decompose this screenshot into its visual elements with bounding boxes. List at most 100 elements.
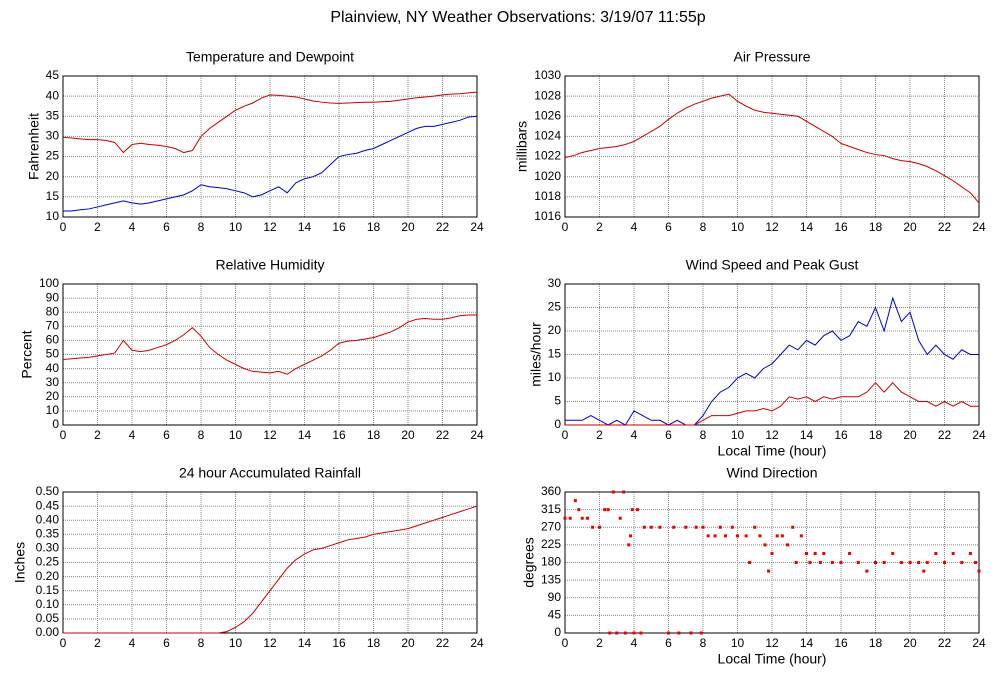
data-point [639, 631, 643, 635]
x-tick-label: 2 [596, 220, 603, 234]
x-tick-label: 10 [229, 428, 243, 442]
y-tick-label: 10 [46, 403, 60, 417]
x-tick-label: 6 [665, 636, 672, 650]
x-tick-label: 24 [972, 428, 986, 442]
data-point [630, 508, 634, 512]
x-tick-label: 20 [401, 428, 415, 442]
y-tick-label: 180 [541, 555, 561, 569]
y-tick-label: 0.40 [36, 512, 60, 526]
data-point [960, 561, 964, 564]
data-point [917, 561, 921, 564]
data-line [63, 505, 478, 634]
x-tick-label: 24 [470, 428, 484, 442]
x-tick-label: 16 [834, 220, 848, 234]
y-tick-label: 25 [548, 300, 562, 314]
x-tick-label: 22 [436, 428, 450, 442]
y-tick-label: 0.45 [36, 498, 60, 512]
data-point [794, 561, 798, 564]
x-tick-label: 0 [60, 636, 67, 650]
data-point [713, 534, 717, 538]
x-tick-label: 6 [665, 428, 672, 442]
data-point [818, 561, 822, 564]
x-tick-label: 10 [229, 220, 243, 234]
y-tick-label: 30 [548, 276, 562, 290]
x-tick-label: 10 [731, 220, 745, 234]
data-point [699, 631, 703, 635]
x-tick-label: 4 [129, 636, 136, 650]
data-point [786, 543, 790, 547]
y-tick-label: 1024 [534, 129, 561, 143]
y-axis-label: millibars [514, 121, 530, 172]
x-tick-label: 4 [129, 220, 136, 234]
data-point [608, 631, 612, 635]
chart-title: Wind Direction [726, 465, 817, 481]
chart-title: Wind Speed and Peak Gust [686, 257, 859, 273]
data-point [622, 490, 626, 494]
data-line [62, 314, 477, 375]
y-tick-label: 0 [554, 417, 561, 431]
x-tick-label: 2 [94, 636, 101, 650]
y-tick-label: 0.35 [36, 526, 60, 540]
y-tick-label: 40 [46, 361, 60, 375]
data-point [943, 561, 946, 564]
data-point [922, 569, 926, 573]
y-tick-label: 90 [46, 290, 60, 304]
data-point [577, 508, 581, 512]
data-point [770, 551, 774, 555]
x-tick-label: 8 [198, 428, 205, 442]
data-point [977, 569, 981, 573]
data-point [618, 516, 622, 520]
x-tick-label: 10 [731, 636, 745, 650]
y-tick-label: 0.00 [36, 625, 60, 639]
x-tick-label: 14 [298, 220, 312, 234]
data-point [748, 561, 752, 564]
data-point [891, 551, 895, 555]
data-point [591, 525, 595, 529]
y-axis-label: degrees [521, 537, 537, 588]
x-tick-label: 12 [263, 428, 277, 442]
x-tick-label: 6 [163, 636, 170, 650]
x-tick-label: 16 [332, 220, 346, 234]
data-point [839, 561, 843, 564]
x-tick-label: 24 [972, 220, 986, 234]
data-point [763, 543, 767, 547]
data-point [730, 525, 734, 529]
x-tick-label: 14 [298, 428, 312, 442]
data-line [63, 115, 478, 212]
y-tick-label: 30 [46, 375, 60, 389]
x-tick-label: 22 [436, 636, 450, 650]
y-tick-label: 360 [541, 484, 561, 498]
plot-frame [62, 75, 478, 218]
x-tick-label: 12 [765, 220, 779, 234]
data-point [951, 551, 955, 555]
data-point [974, 561, 978, 564]
plot-frame [62, 491, 478, 634]
x-tick-label: 10 [731, 428, 745, 442]
data-point [799, 534, 803, 538]
x-tick-label: 4 [631, 636, 638, 650]
data-point [585, 516, 589, 520]
y-tick-label: 15 [548, 347, 562, 361]
y-tick-label: 0.05 [36, 611, 60, 625]
y-tick-label: 135 [541, 572, 561, 586]
data-point [882, 561, 886, 564]
data-point [830, 561, 834, 564]
data-point [603, 508, 607, 512]
data-point [627, 543, 631, 547]
y-axis-label: Fahrenheit [26, 113, 42, 180]
data-point [629, 534, 633, 538]
x-tick-label: 20 [903, 220, 917, 234]
x-tick-label: 10 [229, 636, 243, 650]
y-tick-label: 0 [52, 417, 59, 431]
data-point [805, 551, 808, 555]
y-tick-label: 0.20 [36, 569, 60, 583]
data-point [753, 525, 757, 529]
x-tick-label: 18 [367, 636, 381, 650]
data-point [568, 516, 572, 520]
x-tick-label: 0 [562, 636, 569, 650]
x-tick-label: 18 [869, 220, 883, 234]
x-tick-label: 22 [938, 220, 952, 234]
data-point [598, 525, 601, 529]
x-tick-label: 18 [869, 636, 883, 650]
y-tick-label: 1016 [534, 209, 561, 223]
